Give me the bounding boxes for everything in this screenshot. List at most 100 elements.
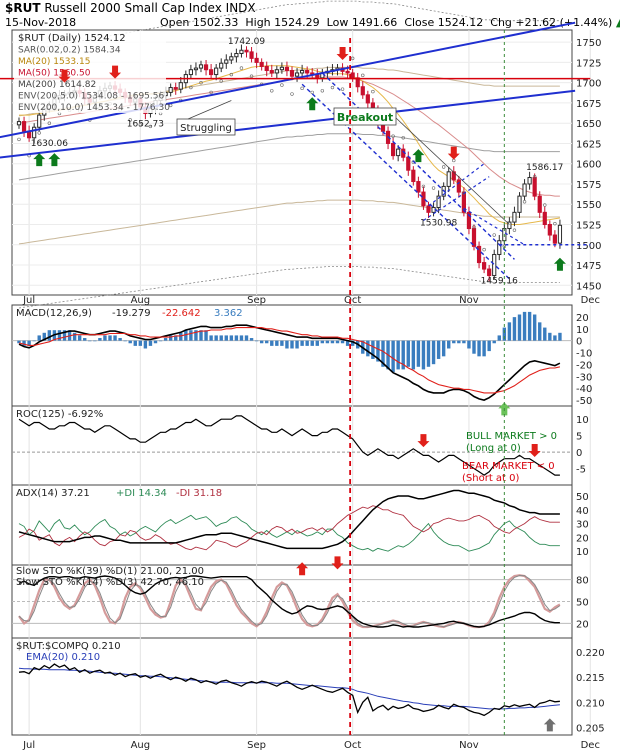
macd-histogram-bar — [244, 335, 249, 341]
env10-upper-line — [18, 0, 560, 53]
macd-histogram-bar — [42, 332, 46, 341]
macd-histogram-bar — [254, 340, 259, 342]
macd-tick-label: -30 — [576, 372, 592, 383]
macd-histogram-bar — [462, 340, 466, 344]
macd-signal-value: -22.642 — [162, 308, 201, 319]
candle-body — [522, 183, 527, 197]
macd-histogram-bar — [77, 335, 82, 341]
candle-body — [239, 49, 244, 55]
sar-dot — [543, 203, 547, 207]
up-arrow-icon: ▲ — [616, 16, 620, 29]
sar-dot — [421, 184, 426, 189]
macd-histogram-bar — [148, 340, 153, 346]
low-value: Low 1491.66 — [326, 16, 398, 29]
green-up-arrow-icon — [412, 149, 425, 163]
macd-histogram-bar — [199, 330, 203, 341]
sar-dot — [37, 131, 41, 135]
macd-histogram-bar — [472, 340, 476, 354]
adx-tick-label: 20 — [576, 533, 589, 544]
adx-tick-label: 10 — [576, 547, 589, 558]
price-label-1459.16: 1459.16 — [481, 277, 518, 287]
candle-body — [274, 69, 279, 74]
candle-body — [259, 61, 264, 67]
price-tick-label: 1625 — [576, 139, 601, 150]
macd-histogram-bar — [214, 335, 218, 341]
legend-box — [14, 31, 166, 113]
macd-histogram-bar — [153, 340, 158, 344]
sar-dot — [371, 89, 375, 94]
candle-body — [446, 171, 451, 187]
macd-histogram-bar — [512, 317, 517, 341]
macd-histogram-bar — [280, 340, 284, 346]
macd-histogram-bar — [492, 340, 496, 344]
sto-tick-label: 80 — [576, 576, 589, 587]
macd-histogram-bar — [168, 335, 173, 341]
candle-body — [305, 70, 310, 74]
macd-histogram-bar — [32, 340, 36, 342]
macd-histogram-bar — [285, 340, 289, 349]
sar-dot — [219, 79, 223, 83]
macd-tick-label: -10 — [576, 349, 592, 360]
close-value: Close 1524.12 — [404, 16, 484, 29]
sar-dot — [47, 121, 52, 125]
macd-histogram-bar — [335, 340, 340, 344]
macd-histogram-bar — [290, 340, 294, 349]
bull-market-label: BULL MARKET > 0 — [466, 431, 557, 442]
rel-tick-label: 0.215 — [576, 673, 605, 684]
breakout-label: Breakout — [337, 111, 393, 124]
candle-body — [537, 195, 542, 213]
macd-histogram-bar — [83, 338, 87, 341]
macd-histogram-bar — [27, 340, 31, 346]
ma200-line — [18, 133, 560, 181]
price-tick-label: 1750 — [576, 38, 601, 49]
macd-histogram-bar — [522, 311, 527, 341]
candle-body — [203, 64, 209, 71]
macd-tick-label: 20 — [576, 313, 589, 324]
sar-dot — [512, 228, 517, 232]
candle-body — [284, 66, 290, 72]
rel-panel-frame — [11, 637, 573, 736]
sar-dot — [492, 233, 496, 237]
macd-histogram-bar — [376, 340, 380, 362]
candle-body — [396, 148, 401, 157]
macd-histogram-bar — [452, 340, 456, 344]
macd-histogram-bar — [305, 340, 309, 346]
macd-histogram-bar — [558, 332, 562, 341]
macd-histogram-bar — [441, 340, 446, 357]
candle-body — [512, 211, 517, 223]
macd-histogram-bar — [113, 335, 117, 341]
sar-dot — [300, 86, 304, 91]
macd-histogram-bar — [189, 330, 193, 341]
macd-tick-label: -20 — [576, 360, 592, 371]
sar-dot — [361, 73, 365, 78]
candle-body — [497, 240, 502, 255]
macd-histogram-bar — [133, 340, 137, 346]
adx-line — [18, 489, 560, 550]
adx-tick-label: 50 — [576, 492, 589, 503]
legend-env5: ENV(200,5.0) 1534.08 - 1695.56 — [18, 92, 164, 102]
red-down-arrow-icon — [109, 65, 122, 79]
macd-histogram-bar — [391, 340, 395, 373]
month-label-aug: Aug — [131, 740, 151, 750]
macd-histogram-bar — [93, 340, 97, 342]
sto-tick-label: 50 — [576, 598, 589, 609]
price-label-1742.09: 1742.09 — [228, 37, 265, 47]
red-down-arrow-icon — [58, 69, 71, 83]
macd-histogram-bar — [538, 322, 542, 341]
price-label-1586.17: 1586.17 — [526, 163, 563, 173]
roc-label: ROC(125) -6.92% — [16, 409, 103, 420]
sar-dot — [320, 89, 325, 93]
candle-body — [547, 223, 552, 236]
price-month-label-oct: Oct — [344, 295, 361, 306]
candle-body — [431, 206, 436, 213]
macd-histogram-bar — [325, 340, 330, 344]
macd-histogram-bar — [163, 338, 168, 341]
macd-histogram-bar — [340, 340, 345, 344]
candle-body — [482, 262, 487, 270]
macd-histogram-bar — [330, 340, 335, 344]
candle-body — [32, 126, 37, 139]
sar-dot — [350, 56, 355, 61]
sto14-label: Slow STO %K(14) %D(3) 42.70, 46.10 — [16, 577, 204, 588]
macd-histogram-bar — [118, 338, 122, 341]
